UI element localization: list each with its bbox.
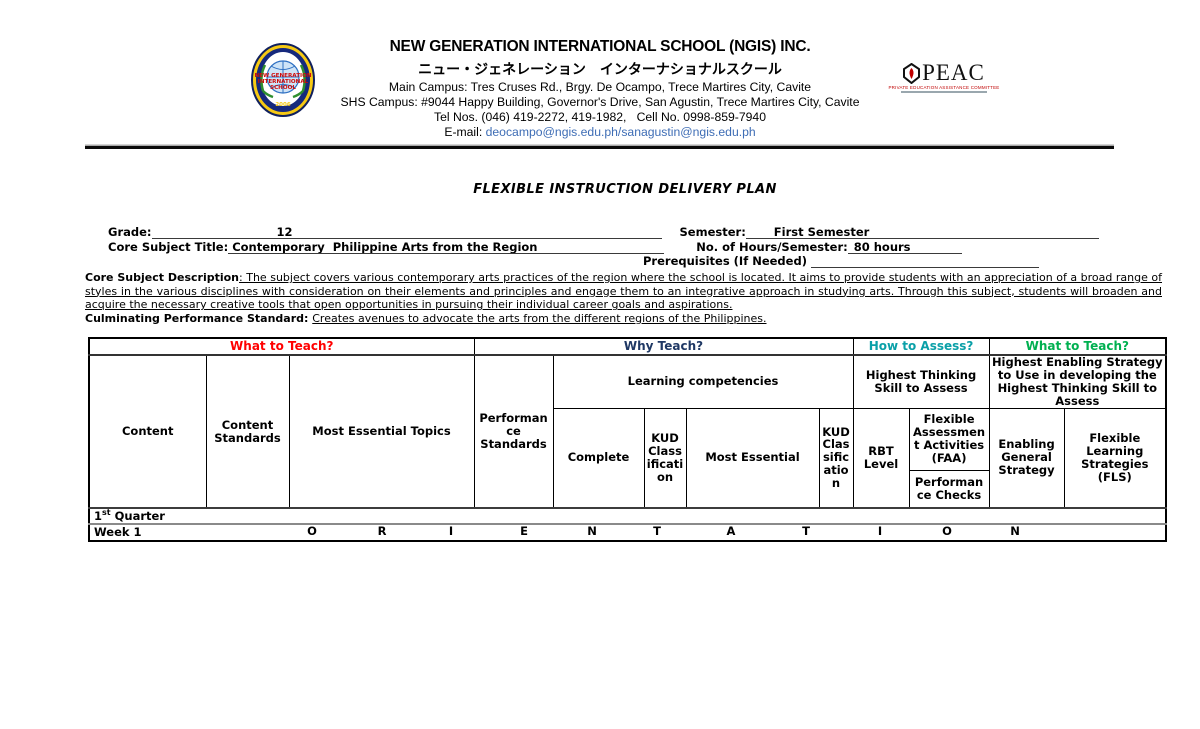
logo-text-line1: NEW GENERATION [254,73,311,79]
section-why-teach: Why Teach? [473,337,854,356]
hours-field[interactable]: 80 hours [847,240,962,254]
culminating-text: Creates avenues to advocate the arts fro… [312,311,767,325]
form-fields: Grade: 12 Semester: First Semester Core … [85,225,1165,325]
col-most-essential-topics: Most Essential Topics [288,354,475,509]
col-most-essential: Most Essential [685,407,820,509]
subject-hours-row: Core Subject Title: Contemporary Philipp… [85,240,1165,254]
orientation-letter: I [448,523,454,538]
description-text: : The subject covers various contemporar… [85,271,1162,312]
email-label: E-mail: [444,125,483,139]
col-rbt-level: RBT Level [852,407,910,509]
col-enabling-general-strategy: Enabling General Strategy [988,407,1065,509]
peac-name: PEAC [922,60,985,85]
telephone-line: Tel Nos. (046) 419-2272, 419-1982, Cell … [434,110,766,124]
orientation-letter: A [726,523,736,538]
school-name: NEW GENERATION INTERNATIONAL SCHOOL (NGI… [389,38,811,55]
section-how-to-assess: How to Assess? [852,337,990,356]
orientation-letter: E [520,523,528,538]
quarter-ordinal: st [102,508,111,517]
semester-label: Semester: [679,225,746,239]
quarter-label: 1st Quarter [88,507,1167,525]
col-learning-competencies: Learning competencies [552,354,854,409]
shs-campus-address: SHS Campus: #9044 Happy Building, Govern… [340,95,860,109]
group-header-row: Content Content Standards Most Essential… [88,354,1167,509]
orientation-letter: O [307,523,317,538]
week-row: Week 1 O R I E N T A T I O N [88,523,1167,542]
header-divider [85,146,1114,149]
subject-title-field[interactable]: Contemporary Philippine Arts from the Re… [228,240,665,254]
quarter-row: 1st Quarter [88,507,1167,525]
col-highest-enabling-strategy: Highest Enabling Strategy to Use in deve… [988,354,1167,409]
col-kud-classification-2: KUD Classification [818,407,854,509]
semester-field[interactable]: First Semester [745,225,1099,239]
logo-text-line3: SCHOOL [270,85,296,91]
orientation-letter: N [1010,523,1020,538]
orientation-letter: O [942,523,952,538]
prerequisites-label: Prerequisites (If Needed) [643,254,807,268]
school-name-japanese: ニュー・ジェネレーション インターナショナルスクール [418,62,782,78]
prerequisites-row: Prerequisites (If Needed) [85,254,1165,268]
subcolumn-header-row: Complete KUD Classification Most Essenti… [89,407,1167,509]
peac-emblem-icon [903,62,921,84]
logo-text-line2: INTERNATIONAL [258,79,309,85]
orientation-letter: T [653,523,661,538]
section-header-row: What to Teach? Why Teach? How to Assess?… [88,337,1167,356]
grade-label: Grade: [108,225,152,239]
performance-checks-row: Performance Checks [89,469,1166,509]
logo-year: 2006 [275,102,290,108]
week-cell: Week 1 O R I E N T A T I O N [88,523,1167,542]
page-title: FLEXIBLE INSTRUCTION DELIVERY PLAN [473,182,777,197]
col-content-standards: Content Standards [205,354,290,509]
email-line: E-mail: deocampo@ngis.edu.ph/sanagustin@… [150,125,1050,139]
col-performance-checks: Performance Checks [908,469,990,509]
grade-field[interactable]: 12 [151,225,662,239]
col-performance-standards: Performance Standards [473,354,554,509]
prerequisites-field[interactable] [810,254,1039,268]
orientation-letter: N [587,523,597,538]
culminating-label: Culminating Performance Standard: [85,311,309,325]
orientation-letter: T [802,523,810,538]
col-highest-thinking-skill: Highest Thinking Skill to Assess [852,354,990,409]
quarter-text: Quarter [110,508,165,523]
col-kud-classification-1: KUD Classification [643,407,687,509]
delivery-plan-table: What to Teach? Why Teach? How to Assess?… [88,337,1168,542]
orientation-letter: R [377,523,387,538]
col-complete: Complete [552,407,645,509]
orientation-letter: I [877,523,883,538]
grade-semester-row: Grade: 12 Semester: First Semester [85,225,1165,239]
col-fls: Flexible Learning Strategies (FLS) [1063,407,1167,509]
peac-caption-bar [901,91,987,93]
letterhead: NEW GENERATION INTERNATIONAL SCHOOL (NGI… [150,38,1050,139]
section-what-to-teach: What to Teach? [88,337,475,356]
subject-title-label: Core Subject Title: [108,239,229,254]
school-seal-icon: NEW GENERATION INTERNATIONAL SCHOOL 2006 [251,43,315,117]
peac-logo: PEAC PRIVATE EDUCATION ASSISTANCE COMMIT… [884,60,1004,93]
school-logo: NEW GENERATION INTERNATIONAL SCHOOL 2006 [251,43,315,121]
culminating-performance-standard: Culminating Performance Standard: Create… [85,312,1165,326]
email-link[interactable]: deocampo@ngis.edu.ph/sanagustin@ngis.edu… [485,125,756,139]
week-label: Week 1 [94,524,142,539]
section-what-to-teach-2: What to Teach? [988,337,1167,356]
description-label: Core Subject Description [85,271,240,284]
col-content: Content [88,354,207,509]
quarter-number: 1 [94,508,103,523]
core-subject-description: Core Subject Description: The subject co… [85,271,1162,312]
hours-label: No. of Hours/Semester: [696,239,848,254]
col-faa: Flexible Assessment Activities (FAA) [908,407,990,471]
peac-caption: PRIVATE EDUCATION ASSISTANCE COMMITTEE [888,85,1000,90]
main-campus-address: Main Campus: Tres Cruses Rd., Brgy. De O… [388,80,812,94]
